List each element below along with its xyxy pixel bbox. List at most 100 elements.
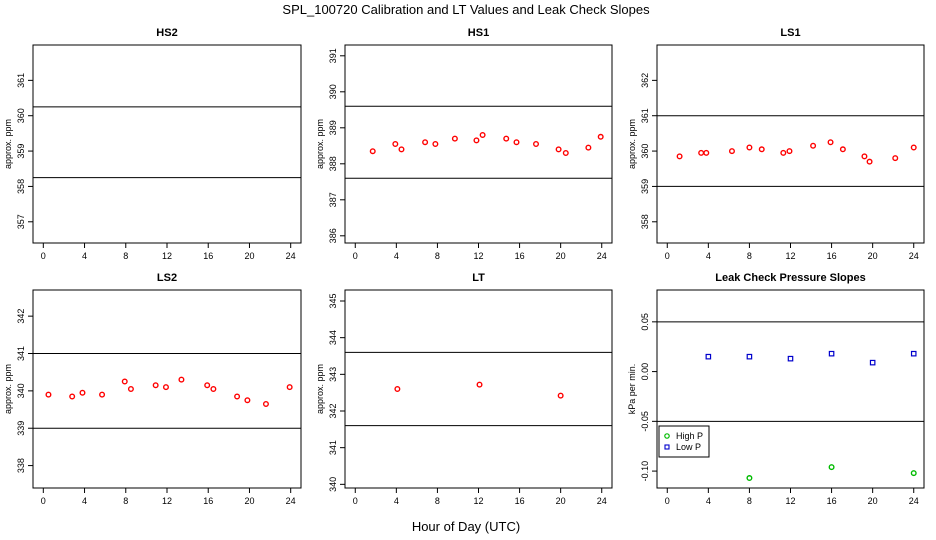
data-point <box>262 400 269 407</box>
x-tick-label: 16 <box>515 496 525 506</box>
y-axis-label: approx. ppm <box>315 119 325 169</box>
data-point <box>69 393 76 400</box>
y-tick-label: 340 <box>328 477 338 492</box>
y-tick-label: 344 <box>328 330 338 345</box>
panel-title: LS1 <box>780 27 800 39</box>
x-tick-label: 20 <box>556 496 566 506</box>
y-tick-label: 359 <box>640 179 650 194</box>
data-point <box>786 148 793 155</box>
data-point <box>758 146 765 153</box>
data-point <box>810 142 817 149</box>
x-tick-label: 4 <box>394 251 399 261</box>
data-point <box>121 378 128 385</box>
data-point <box>910 470 917 477</box>
y-tick-label: 387 <box>328 192 338 207</box>
x-tick-label: 16 <box>827 496 837 506</box>
figure-xlabel: Hour of Day (UTC) <box>412 519 520 534</box>
y-tick-label: 345 <box>328 293 338 308</box>
data-point <box>828 350 835 357</box>
x-tick-label: 8 <box>435 251 440 261</box>
x-tick-label: 0 <box>353 496 358 506</box>
y-tick-label: -0.10 <box>640 461 650 482</box>
data-point <box>892 155 899 162</box>
legend-label: High P <box>676 431 703 441</box>
y-tick-label: 361 <box>640 108 650 123</box>
data-point <box>127 386 134 393</box>
x-tick-label: 8 <box>123 496 128 506</box>
plot-frame <box>344 289 613 489</box>
panel-title: HS2 <box>156 27 177 39</box>
panel-title: HS1 <box>468 27 489 39</box>
data-point <box>597 133 604 140</box>
data-point <box>99 391 106 398</box>
y-axis-label: approx. ppm <box>3 119 13 169</box>
panel-title: LT <box>472 272 485 284</box>
data-point <box>562 149 569 156</box>
x-tick-label: 20 <box>244 496 254 506</box>
y-axis-label: kPa per min. <box>627 364 637 415</box>
data-point <box>45 391 52 398</box>
data-point <box>746 475 753 482</box>
x-tick-label: 20 <box>868 251 878 261</box>
panel-3: LS1 0 4 8 12 16 20 24 358 359 360 361 362 approx. ppm <box>627 27 925 261</box>
x-tick-label: 4 <box>82 251 87 261</box>
data-point <box>178 376 185 383</box>
data-point <box>827 139 834 146</box>
y-tick-label: 342 <box>328 403 338 418</box>
data-point <box>204 382 211 389</box>
y-tick-label: 388 <box>328 156 338 171</box>
y-tick-label: 359 <box>16 144 26 159</box>
data-point <box>910 350 917 357</box>
plot-frame <box>344 44 613 244</box>
data-point <box>451 135 458 142</box>
x-tick-label: 4 <box>82 496 87 506</box>
y-tick-label: 357 <box>16 214 26 229</box>
x-tick-label: 0 <box>665 251 670 261</box>
y-tick-label: 361 <box>16 73 26 88</box>
x-tick-label: 16 <box>203 496 213 506</box>
y-tick-label: 391 <box>328 48 338 63</box>
y-tick-label: 389 <box>328 120 338 135</box>
x-tick-label: 4 <box>394 496 399 506</box>
data-point <box>698 149 705 156</box>
y-tick-label: 390 <box>328 84 338 99</box>
data-point <box>585 144 592 151</box>
y-tick-label: 358 <box>16 179 26 194</box>
y-tick-label: 360 <box>640 144 650 159</box>
x-tick-label: 0 <box>41 251 46 261</box>
x-tick-label: 20 <box>244 251 254 261</box>
data-point <box>746 144 753 151</box>
y-tick-label: 340 <box>16 383 26 398</box>
data-point <box>866 158 873 165</box>
x-tick-label: 12 <box>785 251 795 261</box>
x-tick-label: 24 <box>286 251 296 261</box>
x-tick-label: 16 <box>827 251 837 261</box>
plot-frame <box>656 44 925 244</box>
x-tick-label: 8 <box>123 251 128 261</box>
data-point <box>244 397 251 404</box>
x-tick-label: 12 <box>473 251 483 261</box>
x-tick-label: 0 <box>41 496 46 506</box>
x-tick-label: 24 <box>909 251 919 261</box>
data-point <box>780 149 787 156</box>
y-tick-label: 338 <box>16 458 26 473</box>
data-point <box>869 359 876 366</box>
data-point <box>473 137 480 144</box>
y-tick-label: 358 <box>640 214 650 229</box>
x-tick-label: 8 <box>747 496 752 506</box>
legend-label: Low P <box>676 442 701 452</box>
data-point <box>705 353 712 360</box>
data-point <box>555 146 562 153</box>
y-tick-label: 0.00 <box>640 363 650 381</box>
y-axis-label: approx. ppm <box>3 364 13 414</box>
plot-frame <box>32 44 302 244</box>
data-point <box>746 353 753 360</box>
data-point <box>476 381 483 388</box>
data-point <box>210 386 217 393</box>
data-point <box>286 384 293 391</box>
legend-marker <box>664 433 670 439</box>
x-tick-label: 24 <box>286 496 296 506</box>
x-tick-label: 16 <box>203 251 213 261</box>
y-tick-label: 343 <box>328 367 338 382</box>
